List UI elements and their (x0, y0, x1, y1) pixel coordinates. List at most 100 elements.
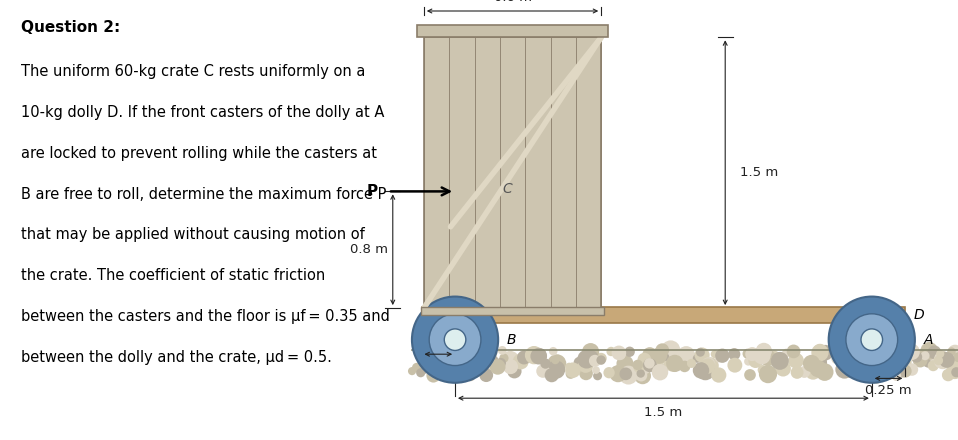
Ellipse shape (547, 354, 566, 373)
Ellipse shape (788, 353, 804, 369)
Ellipse shape (499, 353, 509, 363)
Text: between the dolly and the crate, μd = 0.5.: between the dolly and the crate, μd = 0.… (21, 350, 332, 365)
Ellipse shape (811, 344, 829, 361)
Ellipse shape (899, 356, 912, 368)
Text: 1.5 m: 1.5 m (740, 166, 778, 179)
Bar (417, 25, 608, 37)
Text: 0.25 m: 0.25 m (865, 384, 912, 397)
Ellipse shape (490, 359, 506, 375)
Ellipse shape (716, 348, 729, 363)
Text: $A$: $A$ (923, 333, 934, 347)
Ellipse shape (513, 353, 529, 370)
Ellipse shape (661, 341, 680, 359)
Ellipse shape (696, 361, 715, 380)
Text: are locked to prevent rolling while the casters at: are locked to prevent rolling while the … (21, 146, 377, 161)
Ellipse shape (711, 367, 726, 383)
Ellipse shape (938, 352, 948, 362)
Text: 0.6 m: 0.6 m (493, 0, 532, 4)
Ellipse shape (817, 345, 833, 360)
Ellipse shape (858, 347, 877, 365)
Ellipse shape (715, 355, 723, 363)
Ellipse shape (844, 357, 857, 370)
Ellipse shape (592, 366, 600, 374)
Ellipse shape (426, 369, 441, 382)
Ellipse shape (851, 351, 862, 362)
Ellipse shape (619, 366, 638, 385)
Ellipse shape (498, 346, 507, 355)
Ellipse shape (436, 363, 445, 372)
Ellipse shape (454, 345, 469, 361)
Ellipse shape (436, 363, 454, 380)
Ellipse shape (473, 345, 492, 364)
Ellipse shape (536, 364, 550, 378)
Text: B are free to roll, determine the maximum force P: B are free to roll, determine the maximu… (21, 187, 386, 202)
Ellipse shape (650, 348, 667, 364)
Ellipse shape (589, 355, 601, 367)
Ellipse shape (479, 351, 493, 366)
Ellipse shape (947, 345, 958, 359)
Ellipse shape (662, 353, 670, 361)
Ellipse shape (767, 351, 780, 363)
Ellipse shape (644, 358, 654, 369)
Ellipse shape (744, 357, 752, 366)
Ellipse shape (643, 347, 657, 362)
Ellipse shape (941, 356, 950, 365)
Ellipse shape (859, 360, 872, 372)
Ellipse shape (478, 348, 492, 363)
Text: 0.25 m: 0.25 m (419, 332, 466, 345)
Ellipse shape (693, 354, 701, 363)
Text: $D$: $D$ (913, 308, 925, 322)
Ellipse shape (620, 367, 632, 380)
Ellipse shape (865, 368, 876, 379)
Ellipse shape (911, 351, 923, 363)
Ellipse shape (677, 346, 696, 364)
Text: 10-kg dolly D. If the front casters of the dolly at A: 10-kg dolly D. If the front casters of t… (21, 105, 384, 120)
Text: Question 2:: Question 2: (21, 20, 121, 35)
Ellipse shape (540, 366, 550, 375)
Ellipse shape (841, 367, 853, 378)
Ellipse shape (465, 370, 476, 381)
Ellipse shape (759, 365, 777, 383)
Ellipse shape (468, 353, 476, 361)
Ellipse shape (711, 350, 718, 358)
Ellipse shape (489, 363, 497, 371)
Ellipse shape (459, 351, 472, 364)
Ellipse shape (540, 359, 551, 369)
Ellipse shape (868, 368, 884, 384)
Ellipse shape (758, 365, 767, 375)
Ellipse shape (666, 355, 683, 372)
Ellipse shape (611, 345, 627, 360)
Ellipse shape (934, 351, 952, 369)
Ellipse shape (447, 364, 461, 377)
Ellipse shape (775, 361, 791, 377)
Ellipse shape (742, 348, 753, 359)
Ellipse shape (454, 363, 464, 374)
Ellipse shape (727, 358, 742, 373)
Ellipse shape (810, 360, 827, 378)
Ellipse shape (445, 362, 456, 373)
Ellipse shape (501, 351, 519, 370)
Ellipse shape (459, 365, 470, 377)
Ellipse shape (844, 358, 863, 376)
Ellipse shape (955, 344, 958, 359)
Ellipse shape (429, 314, 481, 366)
Ellipse shape (700, 359, 716, 374)
Ellipse shape (813, 349, 823, 359)
Ellipse shape (625, 347, 635, 357)
Ellipse shape (593, 371, 602, 380)
Ellipse shape (633, 361, 646, 373)
Ellipse shape (679, 361, 691, 372)
Ellipse shape (640, 363, 650, 374)
Ellipse shape (936, 350, 945, 358)
Ellipse shape (420, 352, 430, 363)
Ellipse shape (753, 347, 770, 364)
Ellipse shape (604, 367, 615, 378)
Ellipse shape (614, 348, 626, 360)
Ellipse shape (484, 345, 497, 359)
Ellipse shape (934, 356, 943, 365)
Ellipse shape (597, 356, 605, 365)
Ellipse shape (578, 350, 596, 369)
Ellipse shape (416, 368, 425, 378)
Ellipse shape (635, 369, 648, 381)
Text: $C$: $C$ (502, 182, 513, 196)
